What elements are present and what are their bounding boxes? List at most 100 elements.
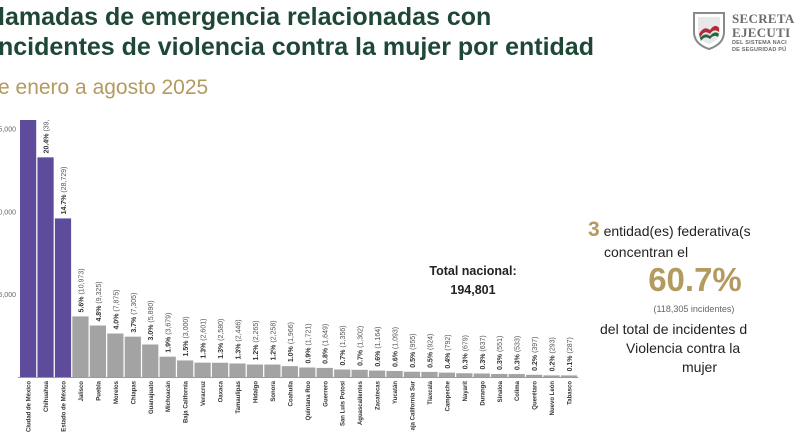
pct-label: 3.7% xyxy=(131,315,138,333)
value-label: (924) xyxy=(427,334,434,350)
pct-label: 1.9% xyxy=(166,335,173,353)
data-label: 1.3% (2,580) xyxy=(218,319,225,359)
value-label: (551) xyxy=(497,336,504,352)
pct-label: 0.3% xyxy=(462,351,469,369)
bar xyxy=(20,120,37,377)
category-label: Zacatecas xyxy=(376,380,382,410)
value-label: (2,265) xyxy=(253,320,260,342)
pct-label: 1.0% xyxy=(288,344,295,362)
value-label: (792) xyxy=(445,334,452,350)
title-line-2: ncidentes de violencia contra la mujer p… xyxy=(0,33,594,61)
value-label: (1,356) xyxy=(340,325,347,347)
pct-label: 14.7% xyxy=(61,193,68,215)
category-label: Nuevo León xyxy=(550,381,556,416)
pct-label: 4.8% xyxy=(96,304,103,322)
bar xyxy=(124,336,141,377)
pct-label: 0.7% xyxy=(358,348,365,366)
pct-label: 1.5% xyxy=(183,339,190,357)
category-label: Jalisco xyxy=(79,381,85,402)
data-label: 1.3% (2,601) xyxy=(201,319,208,359)
pct-label: 3.0% xyxy=(148,323,155,341)
data-label: 1.2% (2,258) xyxy=(270,320,277,360)
bar xyxy=(107,333,124,377)
logo-title-2: EJECUTI xyxy=(732,25,791,40)
data-label: 0.6% (1,164) xyxy=(375,326,382,366)
category-label: Sonora xyxy=(271,380,277,401)
pct-label: 0.9% xyxy=(305,346,312,364)
data-label: 0.5% (955) xyxy=(410,333,417,367)
category-label: Tabasco xyxy=(568,381,574,405)
category-label: Colima xyxy=(515,380,521,401)
category-label: Coahuila xyxy=(288,380,294,406)
value-label: (1,966) xyxy=(288,322,295,344)
data-label: 0.7% (1,356) xyxy=(340,325,347,365)
bar xyxy=(473,373,490,377)
data-label: 1.9% (3,679) xyxy=(166,313,173,353)
value-label: (2,580) xyxy=(218,319,225,341)
category-label: Chiapas xyxy=(131,380,137,404)
data-label: 0.9% (1,721) xyxy=(305,323,312,363)
y-tick-label: 5,000 xyxy=(0,127,16,134)
value-label: (1,164) xyxy=(375,326,382,348)
category-label: Puebla xyxy=(96,380,102,400)
pct-label: 0.8% xyxy=(323,346,330,364)
data-label: 1.5% (3,000) xyxy=(183,316,190,356)
value-label: (7,875) xyxy=(113,289,120,311)
title-line-1: lamadas de emergencia relacionadas con xyxy=(0,3,492,31)
pct-label: 1.3% xyxy=(236,342,243,360)
pct-label: 20.4% xyxy=(44,132,51,154)
bar xyxy=(142,344,159,377)
national-total-value: 194,801 xyxy=(450,283,496,297)
value-label: (2,258) xyxy=(270,320,277,342)
data-label: 5.6% (10,973) xyxy=(78,268,85,312)
pct-label: 0.4% xyxy=(445,351,452,369)
bar xyxy=(159,356,176,377)
pct-label: 1.3% xyxy=(201,341,208,359)
bar xyxy=(281,366,298,377)
category-label: Yucatán xyxy=(393,381,399,404)
pct-label: 0.3% xyxy=(515,352,522,370)
data-label: 0.6% (1,093) xyxy=(393,327,400,367)
value-label: (637) xyxy=(480,335,487,351)
data-label: 0.3% (533) xyxy=(515,336,522,370)
category-label: Estado de México xyxy=(62,381,68,432)
category-label: Durango xyxy=(480,381,486,406)
category-label: San Luis Potosí xyxy=(341,381,347,426)
shield-icon xyxy=(693,12,725,51)
value-label: (293) xyxy=(550,337,557,353)
pct-label: 0.5% xyxy=(427,350,434,368)
bar xyxy=(211,362,229,377)
summary-line-5: mujer xyxy=(682,359,718,375)
value-label: (3,679) xyxy=(166,313,173,335)
bar xyxy=(491,373,508,377)
summary-line-2: concentran el xyxy=(604,244,689,260)
pct-label: 0.6% xyxy=(393,349,400,367)
value-label: (2,446) xyxy=(236,319,243,341)
data-label: 14.7% (28,729) xyxy=(61,167,68,215)
data-label: 0.4% (792) xyxy=(445,334,452,368)
category-label: Nayarit xyxy=(463,381,469,401)
value-label: (7,305) xyxy=(131,293,138,315)
summary-line-3: del total de incidentes d xyxy=(600,321,748,337)
data-label: 0.3% (679) xyxy=(462,335,469,369)
date-range-subtitle: e enero a agosto 2025 xyxy=(0,76,209,99)
category-label: Veracruz xyxy=(201,381,207,406)
bar xyxy=(89,325,106,377)
pct-label: 0.5% xyxy=(410,350,417,368)
y-tick-label: 5,000 xyxy=(0,292,16,299)
bar xyxy=(229,363,246,377)
logo-subtitle-1: DEL SISTEMA NACI xyxy=(732,40,787,46)
value-label: (1,649) xyxy=(323,324,330,346)
bar xyxy=(526,374,543,377)
value-label: (287) xyxy=(567,337,574,353)
bar xyxy=(194,362,211,377)
value-label: (3,000) xyxy=(183,316,190,338)
category-label: Tlaxcala xyxy=(428,380,434,404)
data-label: 0.5% (924) xyxy=(427,334,434,368)
bar xyxy=(316,367,333,377)
bar xyxy=(560,375,578,377)
bar xyxy=(299,367,316,377)
bar xyxy=(177,360,194,377)
value-label: (533) xyxy=(515,336,522,352)
pct-label: 0.2% xyxy=(550,353,557,371)
